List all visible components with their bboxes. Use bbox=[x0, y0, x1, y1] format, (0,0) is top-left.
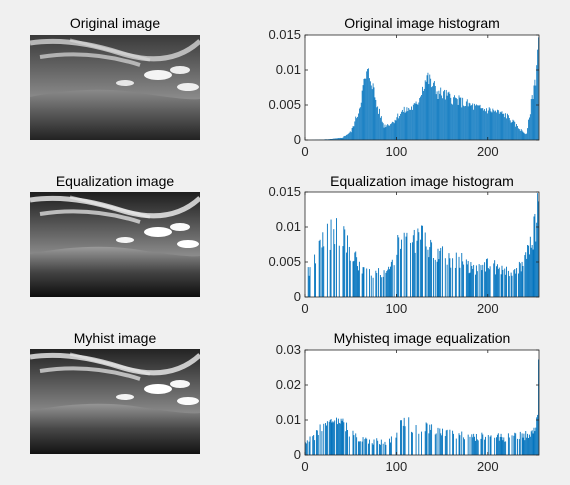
histogram-bars bbox=[307, 193, 539, 297]
myhisteq-histogram-axes: 0 100 200 0 0.01 0.02 0.03 bbox=[235, 342, 555, 478]
y-tick-label: 0.01 bbox=[276, 219, 301, 234]
original-histogram-title: Original image histogram bbox=[344, 15, 500, 31]
myhisteq-histogram-title: Myhisteq image equalization bbox=[333, 330, 511, 346]
equalization-histogram-chart: 0 100 200 0 0.005 0.01 0.015 bbox=[268, 184, 540, 316]
y-tick-label: 0.005 bbox=[268, 97, 301, 112]
original-histogram-axes: 0 100 200 0 0.005 0.01 0.015 bbox=[235, 27, 555, 163]
original-image-title: Original image bbox=[69, 15, 161, 31]
y-tick-label: 0.03 bbox=[276, 342, 301, 357]
myhisteq-histogram-chart: 0 100 200 0 0.01 0.02 0.03 bbox=[276, 342, 540, 474]
y-tick-label: 0 bbox=[294, 289, 301, 304]
axes-background bbox=[305, 192, 539, 297]
x-tick-label: 0 bbox=[301, 301, 308, 316]
y-tick-label: 0.01 bbox=[276, 412, 301, 427]
original-image bbox=[30, 35, 200, 140]
axes-box bbox=[304, 349, 540, 456]
equalization-histogram-title: Equalization image histogram bbox=[330, 173, 514, 189]
x-tick-label: 100 bbox=[386, 144, 408, 159]
y-tick-label: 0.02 bbox=[276, 377, 301, 392]
x-tick-label: 0 bbox=[301, 459, 308, 474]
x-tick-label: 100 bbox=[386, 459, 408, 474]
x-tick-label: 0 bbox=[301, 144, 308, 159]
x-tick-label: 200 bbox=[477, 144, 499, 159]
x-tick-label: 200 bbox=[477, 459, 499, 474]
original-histogram-chart: 0 100 200 0 0.005 0.01 0.015 bbox=[268, 27, 540, 159]
x-tick-label: 200 bbox=[477, 301, 499, 316]
y-tick-label: 0 bbox=[294, 447, 301, 462]
axes-box bbox=[304, 191, 540, 298]
equalization-histogram-axes: 0 100 200 0 0.005 0.01 0.015 bbox=[235, 184, 555, 320]
myhist-image bbox=[30, 349, 200, 454]
histogram-bars bbox=[305, 37, 539, 140]
histogram-bars bbox=[305, 359, 539, 455]
axes-box bbox=[304, 34, 540, 141]
y-tick-label: 0.015 bbox=[268, 27, 301, 42]
landscape-photo-equalized bbox=[30, 192, 200, 297]
landscape-photo-myhist bbox=[30, 349, 200, 454]
y-tick-label: 0 bbox=[294, 132, 301, 147]
y-tick-label: 0.005 bbox=[268, 254, 301, 269]
landscape-photo-original bbox=[30, 35, 200, 140]
myhist-image-title: Myhist image bbox=[73, 330, 157, 346]
equalization-image-title: Equalization image bbox=[55, 173, 175, 189]
x-tick-label: 100 bbox=[386, 301, 408, 316]
y-tick-label: 0.01 bbox=[276, 62, 301, 77]
y-tick-label: 0.015 bbox=[268, 184, 301, 199]
equalization-image bbox=[30, 192, 200, 297]
